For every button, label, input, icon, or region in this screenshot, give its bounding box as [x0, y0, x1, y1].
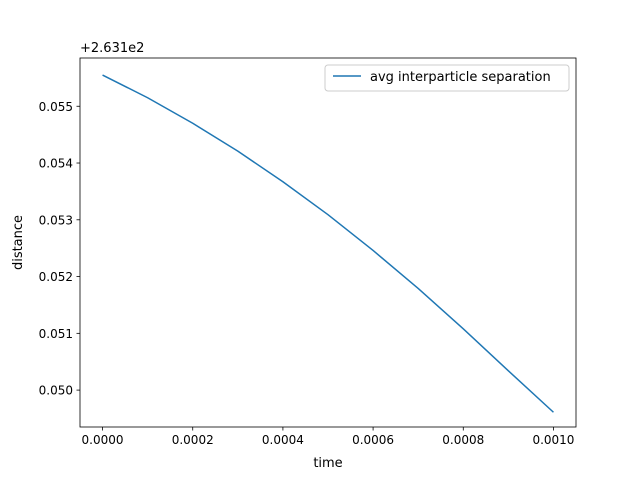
y-axis: 0.050 0.051 0.052 0.053 0.054 0.055 [39, 100, 80, 398]
y-tick-label: 0.054 [39, 157, 73, 171]
series-line [102, 74, 554, 413]
x-axis-label: time [313, 456, 342, 471]
y-tick-label: 0.053 [39, 213, 73, 227]
legend-label: avg interparticle separation [370, 70, 551, 85]
x-tick-label: 0.0006 [352, 433, 394, 447]
x-tick-label: 0.0002 [172, 433, 214, 447]
x-tick-label: 0.0004 [262, 433, 304, 447]
axes-frame [79, 57, 577, 428]
x-tick-label: 0.0000 [82, 433, 124, 447]
y-tick-label: 0.050 [39, 384, 73, 398]
x-axis: 0.0000 0.0002 0.0004 0.0006 0.0008 0.0010 [82, 427, 574, 447]
y-tick-label: 0.051 [39, 327, 73, 341]
plot-area [102, 74, 554, 413]
y-axis-offset-label: +2.631e2 [80, 41, 144, 56]
legend-box [324, 64, 570, 92]
x-tick-label: 0.0010 [532, 433, 574, 447]
y-tick-label: 0.052 [39, 270, 73, 284]
y-axis-label: distance [11, 215, 26, 270]
legend: avg interparticle separation [324, 64, 570, 92]
x-tick-label: 0.0008 [442, 433, 484, 447]
y-tick-label: 0.055 [39, 100, 73, 114]
